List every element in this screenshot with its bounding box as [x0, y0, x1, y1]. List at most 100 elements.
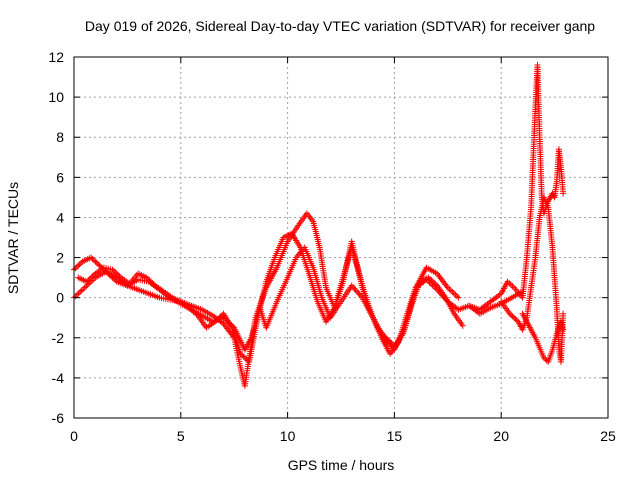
data-point: [85, 277, 92, 284]
data-point: [428, 277, 435, 284]
y-tick-label: 2: [56, 250, 64, 266]
data-point: [431, 279, 438, 286]
data-point: [95, 261, 102, 268]
series-track-f: [519, 310, 567, 365]
data-point: [452, 291, 459, 298]
data-point: [89, 273, 96, 280]
y-tick-label: -6: [52, 410, 65, 426]
data-point: [385, 337, 392, 344]
data-point: [387, 338, 394, 345]
data-point: [241, 354, 248, 361]
data-point: [351, 285, 358, 292]
data-point: [186, 304, 193, 311]
x-tick-label: 5: [177, 428, 185, 444]
data-point: [84, 281, 91, 288]
data-point: [92, 258, 99, 265]
data-point: [80, 286, 87, 293]
data-point: [542, 356, 549, 363]
data-point: [560, 310, 567, 317]
data-point: [450, 290, 457, 297]
x-tick-label: 20: [493, 428, 509, 444]
data-point: [110, 267, 117, 274]
data-point: [72, 265, 79, 272]
series-track-b: [71, 244, 526, 357]
data-point: [453, 293, 460, 300]
data-point: [239, 352, 246, 359]
data-point: [90, 271, 97, 278]
plot-frame: [73, 56, 609, 419]
y-tick-label: 4: [56, 209, 64, 225]
data-point: [459, 322, 466, 329]
data-point: [190, 308, 197, 315]
data-point: [213, 317, 220, 324]
data-point: [560, 326, 567, 333]
data-points: [71, 62, 567, 389]
data-point: [211, 318, 218, 325]
data-point: [355, 290, 362, 297]
data-point: [216, 314, 223, 321]
data-point: [214, 316, 221, 323]
data-point: [427, 275, 433, 282]
x-tick-labels: 0 5 10 15 20 25: [70, 428, 616, 444]
data-point: [511, 314, 518, 321]
data-point: [449, 288, 456, 295]
y-tick-label: -4: [52, 370, 65, 386]
y-tick-label: 12: [48, 49, 64, 65]
data-point: [143, 274, 150, 281]
data-point: [75, 290, 82, 297]
data-point: [89, 255, 96, 262]
tick-marks: [73, 56, 609, 419]
data-point: [447, 287, 454, 294]
data-point: [76, 261, 83, 268]
y-tick-label: -2: [52, 330, 65, 346]
data-point: [388, 340, 395, 347]
data-point: [90, 257, 97, 264]
data-point: [432, 281, 439, 288]
data-point: [217, 313, 224, 320]
x-tick-label: 0: [70, 428, 78, 444]
data-point: [382, 334, 389, 341]
data-point: [187, 306, 194, 313]
y-tick-label: 10: [48, 89, 64, 105]
data-point: [81, 284, 88, 291]
y-tick-label: 8: [56, 129, 64, 145]
data-point: [146, 277, 153, 284]
data-point: [354, 288, 361, 295]
x-tick-label: 10: [280, 428, 296, 444]
data-point: [109, 266, 116, 273]
data-point: [243, 356, 250, 363]
data-point: [73, 263, 80, 270]
data-point: [74, 291, 81, 298]
data-point: [429, 278, 436, 285]
series-track-c: [75, 230, 466, 365]
data-point: [425, 274, 432, 281]
series-track-a: [71, 210, 462, 389]
data-point: [72, 293, 79, 300]
data-point: [352, 287, 359, 294]
data-point: [356, 291, 363, 298]
data-point: [115, 271, 122, 278]
data-point: [75, 262, 82, 269]
data-point: [550, 193, 557, 200]
y-axis-label: SDTVAR / TECUs: [5, 182, 21, 294]
data-point: [88, 254, 95, 261]
data-point: [149, 279, 156, 286]
data-point: [147, 278, 154, 285]
data-point: [540, 354, 547, 361]
x-tick-label: 25: [600, 428, 616, 444]
chart-title: Day 019 of 2026, Sidereal Day-to-day VTE…: [85, 18, 595, 34]
data-point: [83, 283, 90, 290]
data-point: [455, 294, 462, 301]
data-point: [237, 350, 244, 357]
data-point: [113, 270, 120, 277]
data-point: [96, 262, 103, 269]
y-tick-labels: -6 -4 -2 0 2 4 6 8 10 12: [48, 49, 64, 426]
data-point: [150, 281, 157, 288]
data-point: [560, 190, 567, 197]
data-point: [112, 269, 119, 276]
data-point: [86, 275, 93, 282]
x-tick-label: 15: [387, 428, 403, 444]
data-point: [93, 259, 100, 266]
series-track-e: [498, 194, 567, 365]
data-point: [446, 286, 453, 293]
